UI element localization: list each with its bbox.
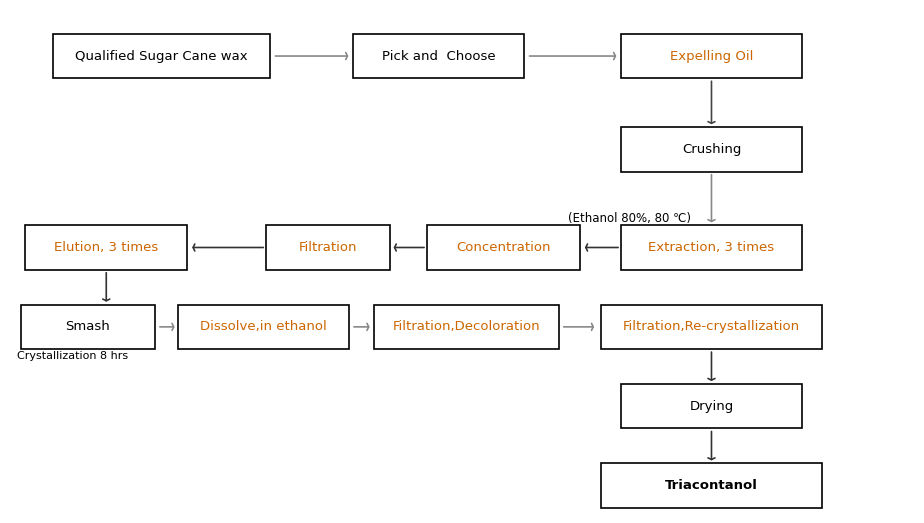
Text: Expelling Oil: Expelling Oil [670,50,753,63]
Bar [26,225,187,270]
Text: Filtration: Filtration [298,241,358,254]
Bar [427,225,580,270]
Text: Elution, 3 times: Elution, 3 times [55,241,158,254]
Bar [374,305,559,349]
Text: Filtration,Decoloration: Filtration,Decoloration [393,321,541,333]
Text: Drying: Drying [689,400,734,413]
Bar [353,34,524,78]
Bar [601,463,822,508]
Text: Triacontanol: Triacontanol [665,479,758,492]
Text: Extraction, 3 times: Extraction, 3 times [649,241,774,254]
Bar [177,305,348,349]
Text: Filtration,Re-crystallization: Filtration,Re-crystallization [623,321,800,333]
Bar [621,127,801,172]
Bar [621,384,801,428]
Bar [601,305,822,349]
Text: Smash: Smash [66,321,110,333]
Bar [53,34,270,78]
Bar [266,225,390,270]
Text: Dissolve,in ethanol: Dissolve,in ethanol [200,321,327,333]
Text: (Ethanol 80%, 80 ℃): (Ethanol 80%, 80 ℃) [568,212,691,224]
Text: Crushing: Crushing [682,143,741,156]
Text: Crystallization 8 hrs: Crystallization 8 hrs [17,351,128,361]
Bar [21,305,154,349]
Bar [621,34,801,78]
Text: Concentration: Concentration [456,241,551,254]
Text: Pick and  Choose: Pick and Choose [383,50,495,63]
Bar [621,225,801,270]
Text: Qualified Sugar Cane wax: Qualified Sugar Cane wax [76,50,248,63]
